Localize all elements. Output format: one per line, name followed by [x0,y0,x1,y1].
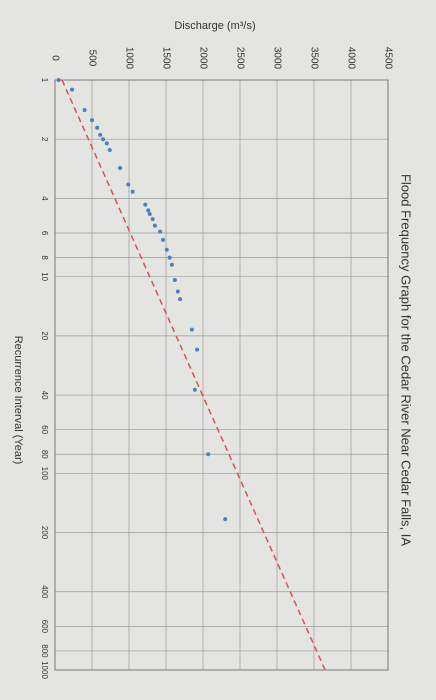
data-point [175,289,180,294]
x-axis-title: Recurrence Interval (Year) [12,336,24,465]
x-tick-label: 80 [40,450,49,459]
data-point [178,297,183,302]
x-tick-label: 100 [40,467,49,481]
x-tick-label: 200 [40,526,49,540]
y-axis-title: Discharge (m³/s) [174,20,255,32]
data-point [158,229,163,234]
x-tick-label: 1000 [40,661,49,679]
x-tick-label: 2 [40,137,49,142]
data-point [195,347,200,352]
y-tick-label: 1000 [123,47,134,70]
data-point [126,182,131,187]
data-point [70,87,75,92]
data-point [161,237,166,242]
data-point [130,189,135,194]
x-tick-label: 10 [40,272,49,281]
data-point [150,217,155,222]
chart-title: Flood Frequency Graph for the Cedar Rive… [399,174,414,546]
x-tick-label: 8 [40,255,49,260]
data-point [82,107,87,112]
data-point [104,141,109,146]
data-point [192,387,197,392]
x-tick-label: 40 [40,391,49,400]
x-tick-label: 800 [40,644,49,658]
y-tick-label: 4500 [382,47,393,70]
data-point [152,223,157,228]
data-point [98,132,103,137]
y-tick-label: 2000 [197,47,208,70]
data-point [101,137,106,142]
data-point [147,211,152,216]
y-tick-label: 3500 [308,47,319,70]
y-tick-label: 3000 [271,47,282,70]
trend-line [61,79,326,671]
y-tick-label: 2500 [234,47,245,70]
data-point [95,125,100,130]
data-point [107,148,112,153]
y-tick-label: 0 [49,55,60,61]
y-tick-label: 500 [86,50,97,67]
data-point [172,278,177,283]
data-point [143,202,148,207]
x-tick-label: 4 [40,196,49,201]
x-tick-label: 400 [40,585,49,599]
data-point [164,247,169,252]
data-point [90,118,94,123]
data-point [189,327,194,332]
plot-frame [54,79,389,671]
y-tick-label: 4000 [345,47,356,70]
x-tick-label: 20 [40,331,49,340]
x-tick-label: 60 [40,425,49,434]
data-point [146,208,151,213]
data-point [169,262,174,267]
data-point [56,78,61,82]
x-tick-label: 600 [40,620,49,634]
y-tick-label: 1500 [160,47,171,70]
data-point [206,452,211,457]
x-tick-label: 1 [40,78,49,83]
data-point [223,517,228,522]
data-point [118,165,123,170]
data-point [167,255,172,260]
x-tick-label: 6 [40,231,49,236]
